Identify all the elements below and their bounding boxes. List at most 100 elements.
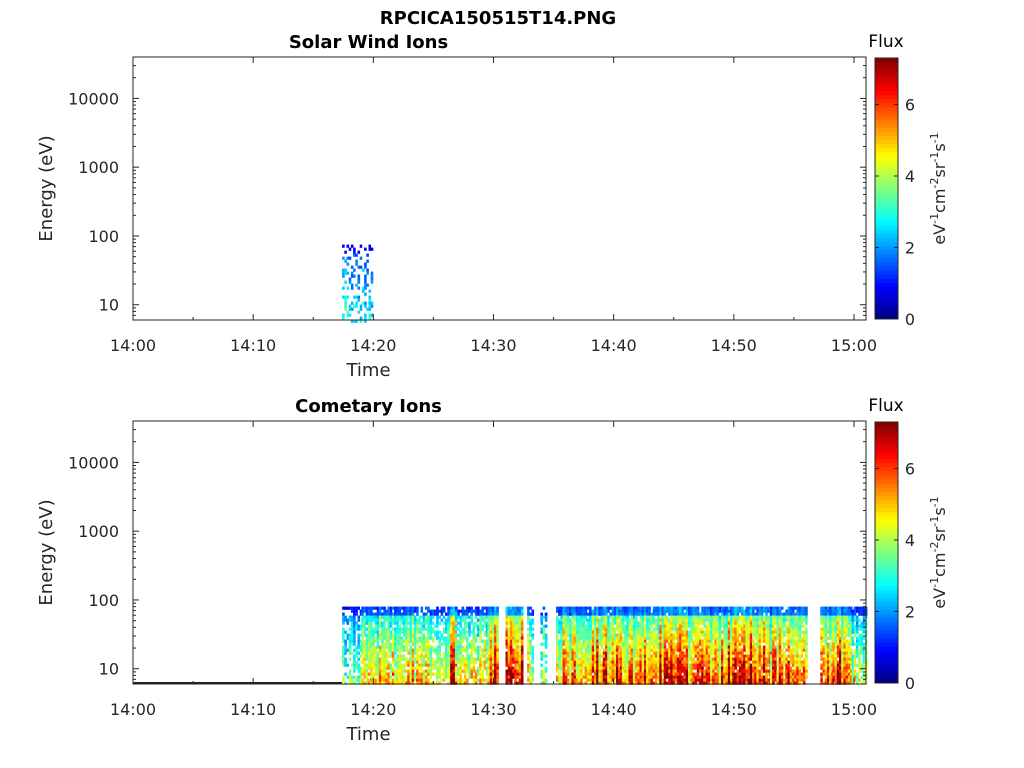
flux-cell — [785, 642, 788, 646]
flux-cell — [607, 660, 610, 664]
flux-cell — [624, 636, 627, 640]
flux-cell — [584, 657, 588, 661]
flux-cell — [772, 675, 775, 679]
x-axis-label: Time — [345, 360, 390, 381]
flux-cell — [760, 669, 764, 673]
flux-cell — [616, 648, 619, 652]
flux-cell — [407, 612, 410, 616]
flux-cell — [564, 678, 568, 682]
panel-0: 14:00 14:10 14:20 14:30 14:40 14:50 15:0010100… — [36, 32, 949, 381]
flux-cell — [685, 630, 689, 634]
flux-cell — [705, 657, 709, 661]
flux-cell — [772, 618, 775, 622]
flux-cell — [364, 319, 367, 323]
flux-cell — [791, 636, 795, 640]
flux-cell — [780, 618, 784, 622]
flux-cell — [676, 648, 680, 652]
colorbar-step — [875, 241, 898, 247]
flux-cell — [701, 675, 704, 679]
flux-cell — [496, 678, 499, 682]
flux-cell — [560, 675, 563, 679]
flux-cell — [436, 621, 439, 625]
colorbar-step — [875, 123, 898, 128]
flux-cell — [780, 606, 784, 610]
flux-cell — [485, 609, 489, 613]
flux-cell — [370, 657, 373, 661]
flux-cell — [643, 672, 647, 676]
flux-cell — [637, 675, 640, 679]
flux-cell — [707, 612, 711, 616]
flux-cell — [422, 672, 426, 676]
flux-cell — [531, 621, 535, 625]
flux-cell — [765, 681, 768, 685]
flux-cell — [621, 615, 625, 619]
flux-cell — [459, 669, 462, 673]
flux-cell — [381, 660, 384, 664]
flux-cell — [626, 657, 629, 661]
flux-cell — [571, 642, 574, 646]
flux-cell — [665, 669, 669, 673]
flux-cell — [661, 651, 665, 655]
flux-cell — [348, 280, 352, 284]
flux-cell — [512, 630, 515, 634]
flux-cell — [767, 678, 770, 682]
flux-cell — [348, 277, 352, 281]
flux-cell — [509, 612, 513, 616]
flux-cell — [355, 304, 358, 308]
flux-cell — [789, 624, 793, 628]
flux-cell — [575, 672, 579, 676]
flux-cell — [357, 639, 361, 643]
flux-cell — [396, 633, 399, 637]
flux-cell — [789, 609, 793, 613]
flux-cell — [630, 609, 634, 613]
flux-cell — [600, 675, 604, 679]
flux-cell — [611, 669, 615, 673]
flux-cell — [494, 618, 497, 622]
flux-cell — [483, 606, 487, 610]
flux-cell — [609, 648, 612, 652]
flux-cell — [694, 672, 698, 676]
flux-cell — [474, 633, 478, 637]
flux-cell — [767, 618, 770, 622]
flux-cell — [626, 609, 629, 613]
flux-cell — [619, 639, 623, 643]
flux-cell — [714, 639, 717, 643]
flux-cell — [409, 678, 413, 682]
flux-cell — [736, 612, 740, 616]
flux-cell — [665, 660, 669, 664]
flux-cell — [783, 615, 786, 619]
flux-cell — [796, 627, 799, 631]
flux-cell — [685, 636, 689, 640]
flux-cell — [558, 639, 561, 643]
flux-cell — [422, 645, 426, 649]
flux-cell — [776, 642, 780, 646]
flux-cell — [591, 642, 595, 646]
flux-cell — [413, 624, 417, 628]
flux-cell — [445, 636, 448, 640]
flux-cell — [573, 642, 577, 646]
flux-cell — [573, 669, 577, 673]
flux-cell — [752, 645, 755, 649]
flux-cell — [402, 678, 406, 682]
flux-cell — [721, 648, 724, 652]
flux-cell — [609, 606, 612, 610]
colorbar-step — [875, 151, 898, 157]
flux-cell — [372, 636, 375, 640]
flux-cell — [457, 612, 460, 616]
flux-cell — [344, 280, 347, 284]
flux-cell — [716, 648, 720, 652]
flux-cell — [611, 615, 615, 619]
flux-cell — [765, 621, 768, 625]
flux-cell — [531, 657, 535, 661]
flux-cell — [365, 606, 369, 610]
flux-cell — [466, 648, 469, 652]
flux-cell — [705, 645, 709, 649]
flux-cell — [692, 633, 695, 637]
flux-cell — [648, 606, 651, 610]
flux-cell — [350, 301, 354, 305]
flux-cell — [710, 609, 713, 613]
flux-cell — [569, 627, 572, 631]
flux-cell — [485, 651, 489, 655]
flux-cell — [694, 633, 698, 637]
flux-cell — [463, 660, 467, 664]
